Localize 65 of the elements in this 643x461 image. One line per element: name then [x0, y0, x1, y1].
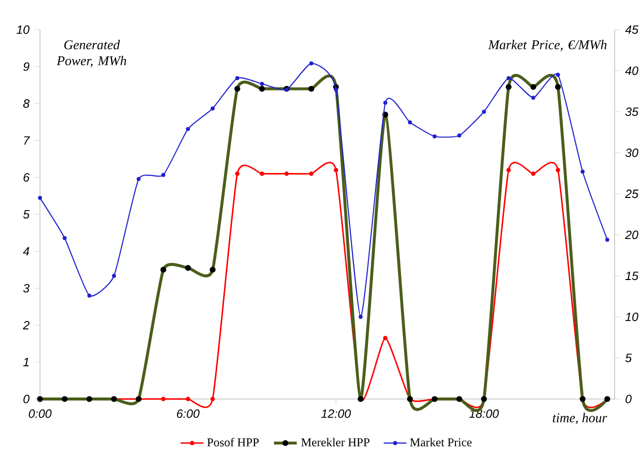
point — [531, 96, 536, 100]
y-tick-label: 6 — [24, 173, 30, 182]
y2-tick-label: 35 — [625, 107, 638, 116]
point — [506, 76, 511, 80]
point — [186, 126, 190, 131]
point — [161, 396, 166, 402]
y-tick-label: 2 — [22, 320, 30, 330]
legend-label: Market Price — [410, 438, 472, 446]
point — [260, 172, 264, 176]
x-axis-title: time, hour — [552, 412, 608, 424]
y2-tick-label: 5 — [625, 354, 632, 362]
y-tick-label: 8 — [23, 99, 30, 108]
point — [112, 274, 116, 278]
point — [358, 314, 363, 319]
point — [334, 88, 338, 92]
point — [235, 172, 240, 176]
y2-tick-label: 25 — [625, 190, 638, 198]
point — [210, 106, 215, 110]
y2-tick-label: 45 — [625, 25, 638, 34]
point — [383, 336, 388, 340]
point — [334, 168, 338, 172]
point — [161, 172, 166, 177]
point — [235, 76, 240, 80]
point — [556, 72, 560, 77]
x-tick-label: 12:00 — [321, 409, 351, 418]
y2-tick-label: 10 — [625, 312, 638, 322]
y-tick-label: 3 — [23, 284, 30, 292]
y2-tick-label: 0 — [626, 394, 632, 404]
point — [531, 172, 536, 176]
y-axis-title: Generated Power, MWh — [56, 40, 126, 68]
x-tick-label: 0:00 — [28, 409, 52, 418]
point — [605, 238, 610, 242]
point — [408, 120, 412, 124]
point — [284, 172, 289, 176]
point — [506, 168, 511, 172]
point — [186, 396, 190, 402]
y2-axis-title: Market Price, €/MWh — [488, 40, 607, 52]
point — [210, 396, 215, 402]
point — [260, 82, 264, 86]
y-tick-label: 4 — [23, 247, 30, 256]
point — [309, 61, 314, 66]
point — [556, 168, 560, 172]
legend-label: Merekler HPP — [301, 438, 370, 446]
y2-tick-label: 40 — [625, 66, 638, 75]
y-tick-label: 7 — [24, 136, 30, 145]
y2-tick-label: 15 — [625, 272, 638, 280]
point — [87, 294, 92, 298]
point — [383, 100, 388, 105]
point — [62, 236, 67, 240]
point — [38, 196, 42, 200]
y-tick-label: 1 — [23, 358, 29, 366]
y2-tick-label: 30 — [625, 148, 638, 158]
point — [309, 172, 314, 176]
legend-label: Posof HPP — [207, 438, 259, 446]
y-tick-label: 0 — [23, 394, 30, 404]
point — [432, 134, 437, 138]
y-tick-label: 10 — [16, 25, 30, 34]
point — [457, 134, 462, 138]
x-tick-label: 6:00 — [176, 409, 200, 418]
point — [482, 110, 486, 114]
point — [580, 170, 585, 174]
y2-tick-label: 20 — [625, 230, 638, 240]
y-tick-label: 9 — [23, 62, 30, 71]
y-tick-label: 5 — [23, 210, 30, 219]
point — [136, 177, 141, 182]
